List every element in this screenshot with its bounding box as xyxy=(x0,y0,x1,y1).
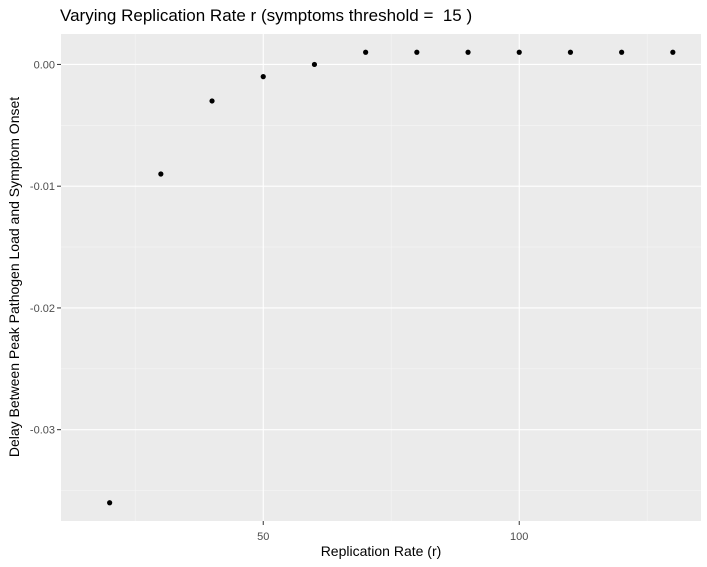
x-tick-label: 50 xyxy=(257,531,269,543)
data-point xyxy=(158,171,164,177)
data-point xyxy=(465,49,471,55)
data-point xyxy=(619,49,625,55)
data-point xyxy=(311,61,318,68)
y-axis-title: Delay Between Peak Pathogen Load and Sym… xyxy=(6,97,22,457)
y-tick-label: -0.03 xyxy=(30,425,55,437)
x-axis: 50 100 xyxy=(257,521,528,543)
y-tick-label: -0.02 xyxy=(30,303,55,315)
data-point xyxy=(107,500,113,506)
chart-title: Varying Replication Rate r (symptoms thr… xyxy=(60,6,473,25)
data-point xyxy=(567,49,574,55)
x-tick-label: 100 xyxy=(510,531,528,543)
x-axis-title: Replication Rate (r) xyxy=(321,543,442,559)
major-gridlines xyxy=(61,34,701,521)
data-point xyxy=(209,98,215,104)
y-tick-label: 0.00 xyxy=(34,59,55,71)
data-point xyxy=(363,49,369,55)
data-point xyxy=(414,49,420,55)
y-tick-label: -0.01 xyxy=(30,181,55,193)
data-point xyxy=(670,49,676,55)
plot-panel xyxy=(61,34,701,521)
data-point xyxy=(260,74,266,80)
data-points xyxy=(107,49,676,506)
minor-gridlines xyxy=(61,34,701,521)
data-point xyxy=(516,49,522,55)
y-axis: -0.03 -0.02 -0.01 0.00 xyxy=(30,59,61,437)
